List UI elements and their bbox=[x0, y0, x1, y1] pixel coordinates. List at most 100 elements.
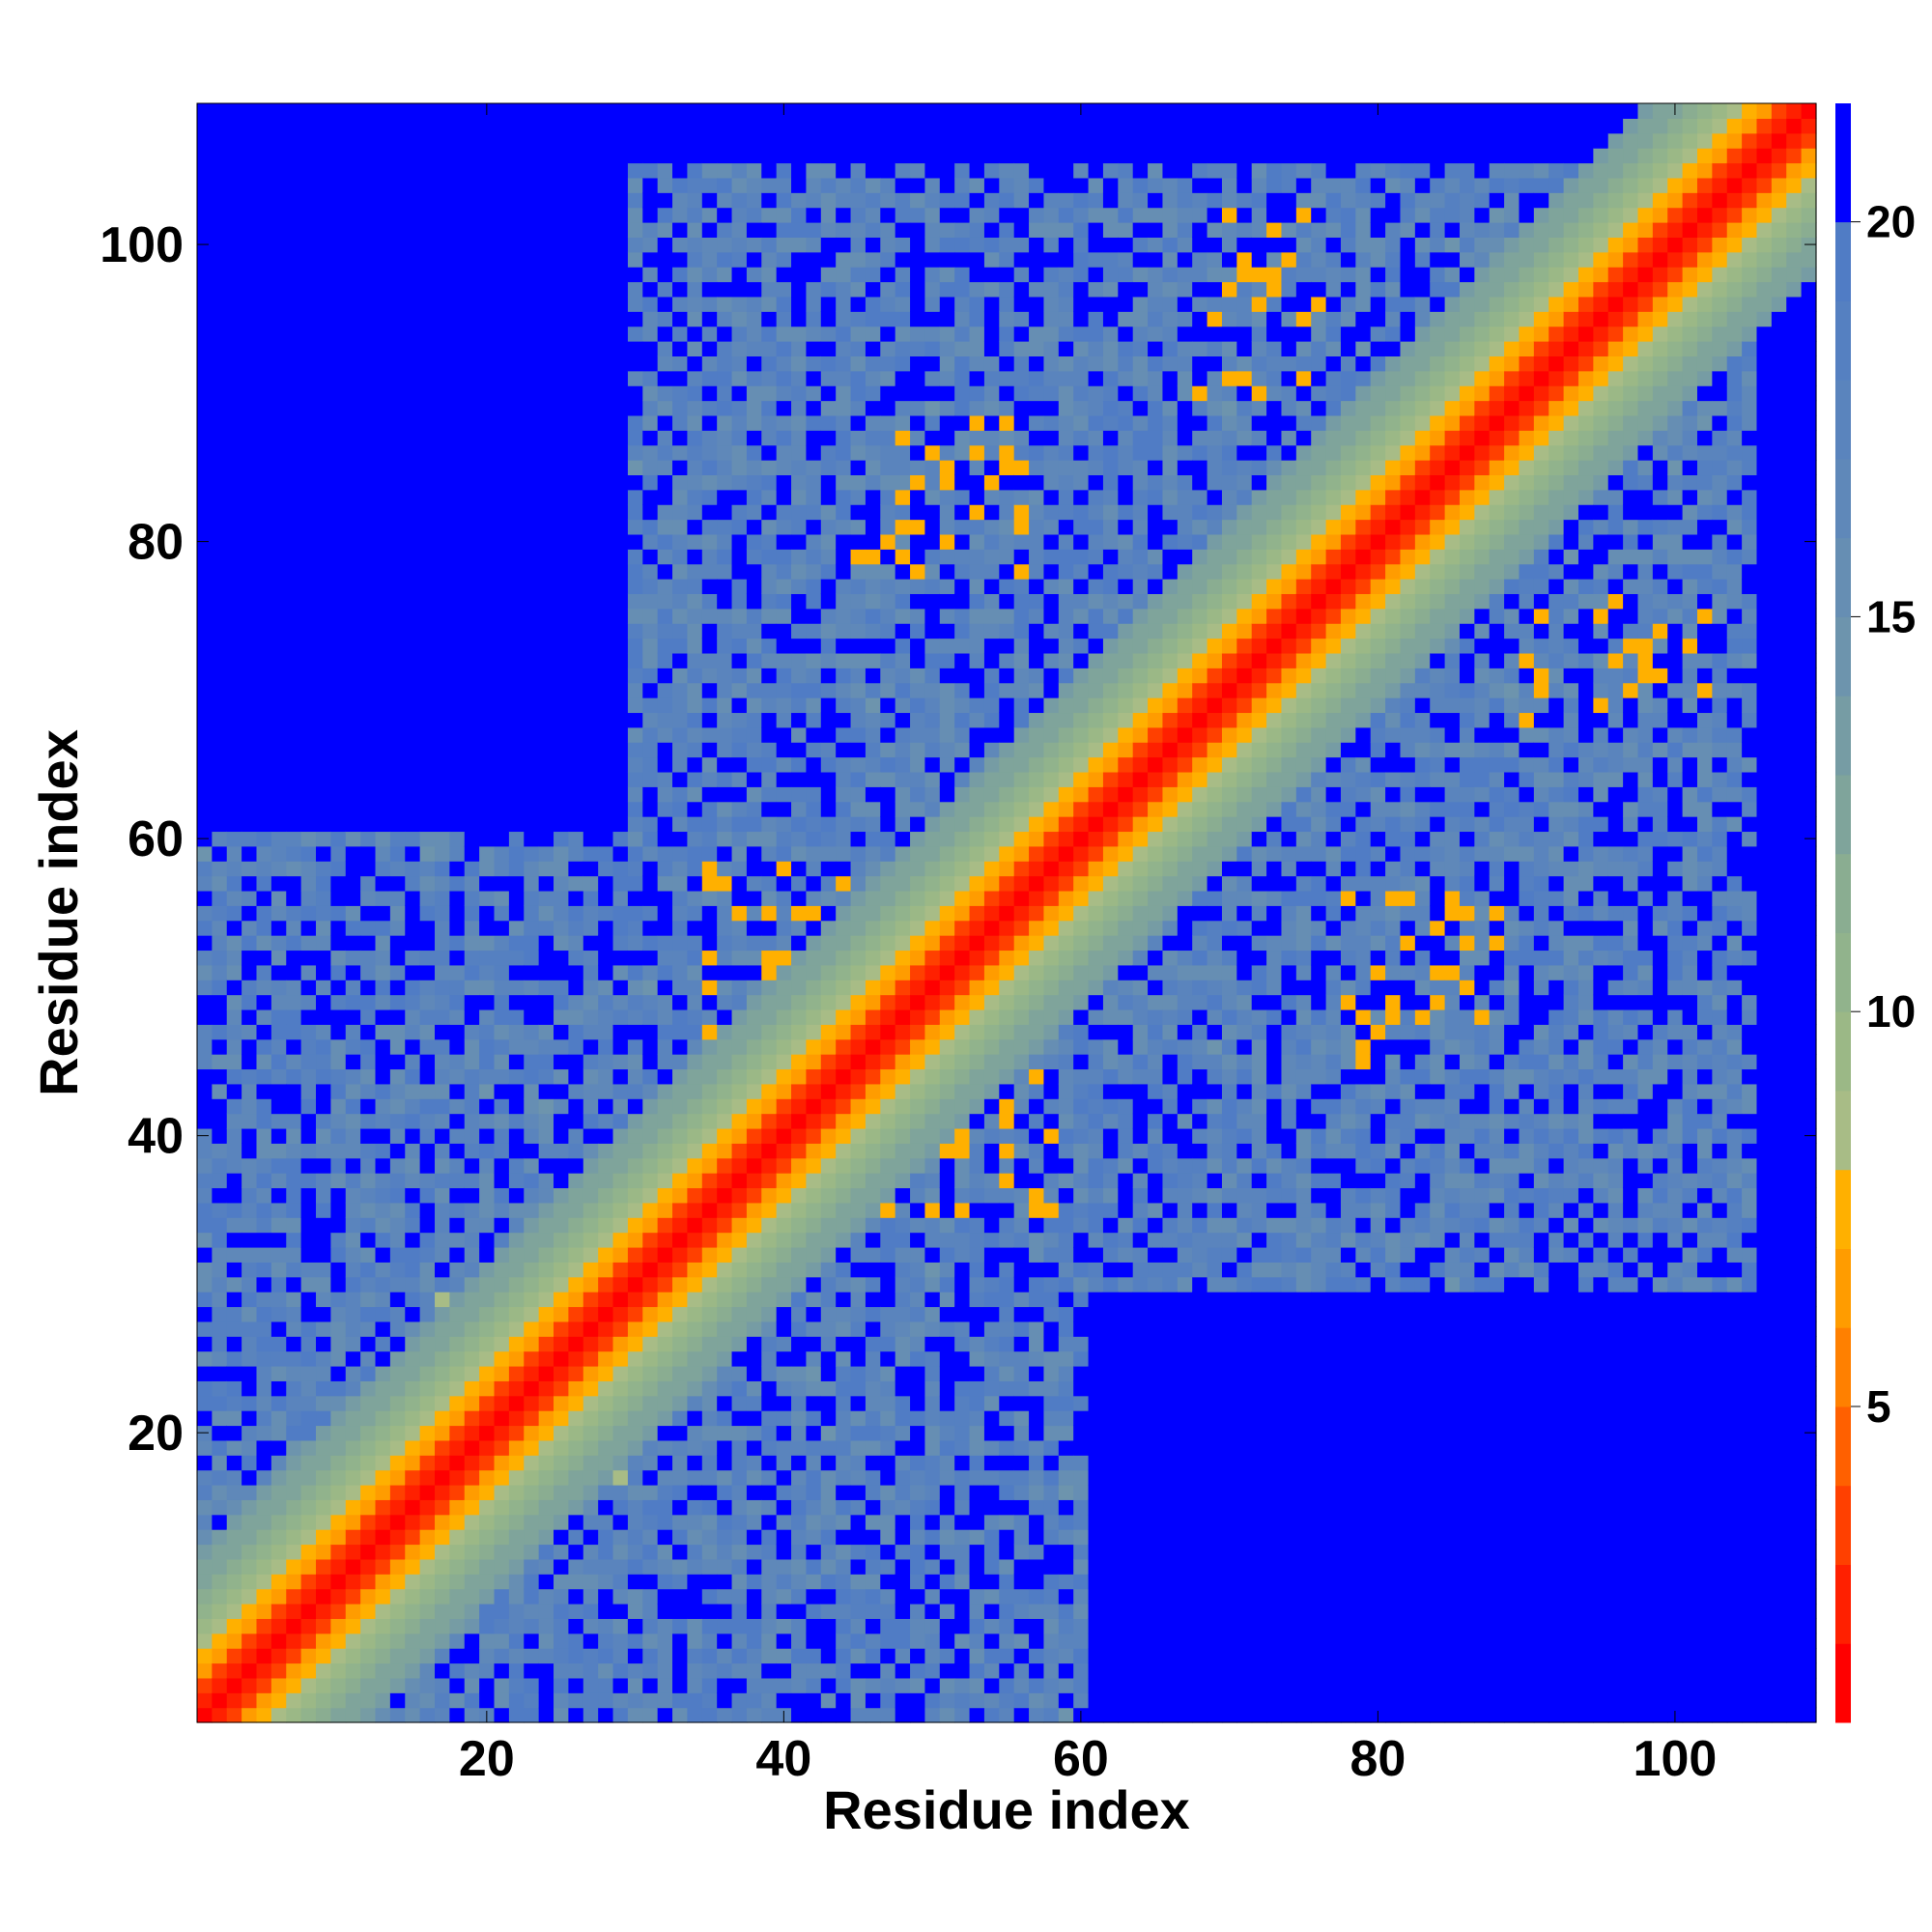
heatmap-cell bbox=[330, 549, 347, 565]
heatmap-cell bbox=[524, 816, 540, 833]
heatmap-cell bbox=[479, 460, 496, 476]
heatmap-cell bbox=[405, 1648, 421, 1664]
heatmap-cell bbox=[375, 1024, 391, 1040]
heatmap-cell bbox=[212, 756, 228, 773]
heatmap-cell bbox=[850, 1365, 867, 1381]
heatmap-cell bbox=[449, 1336, 466, 1352]
heatmap-cell bbox=[627, 712, 643, 728]
heatmap-cell bbox=[405, 1618, 421, 1634]
heatmap-cell bbox=[242, 786, 258, 803]
heatmap-cell bbox=[612, 474, 629, 491]
heatmap-cell bbox=[405, 519, 421, 535]
heatmap-cell bbox=[791, 950, 808, 966]
heatmap-cell bbox=[657, 1469, 673, 1486]
heatmap-cell bbox=[672, 668, 689, 684]
heatmap-cell bbox=[627, 608, 643, 624]
heatmap-cell bbox=[850, 652, 867, 668]
heatmap-cell bbox=[850, 132, 867, 149]
heatmap-cell bbox=[242, 1677, 258, 1693]
heatmap-cell bbox=[761, 533, 778, 550]
heatmap-cell bbox=[508, 533, 525, 550]
heatmap-cell bbox=[256, 579, 272, 595]
heatmap-cell bbox=[612, 697, 629, 714]
heatmap-cell bbox=[494, 326, 510, 342]
heatmap-cell bbox=[197, 148, 213, 164]
heatmap-cell bbox=[464, 400, 480, 416]
heatmap-cell bbox=[375, 118, 391, 134]
heatmap-cell bbox=[850, 400, 867, 416]
heatmap-cell bbox=[657, 786, 673, 803]
heatmap-cell bbox=[687, 1603, 703, 1619]
heatmap-cell bbox=[270, 1009, 287, 1025]
heatmap-cell bbox=[731, 563, 748, 580]
heatmap-cell bbox=[286, 563, 302, 580]
heatmap-cell bbox=[791, 1677, 808, 1693]
heatmap-cell bbox=[865, 504, 881, 521]
heatmap-cell bbox=[582, 638, 599, 654]
heatmap-cell bbox=[197, 980, 213, 996]
heatmap-cell bbox=[316, 1514, 331, 1530]
heatmap-cell bbox=[389, 1157, 406, 1174]
heatmap-cell bbox=[820, 1232, 837, 1248]
heatmap-cell bbox=[226, 1306, 242, 1322]
heatmap-cell bbox=[701, 1202, 718, 1218]
heatmap-cell bbox=[345, 756, 361, 773]
heatmap-cell bbox=[657, 177, 673, 193]
heatmap-cell bbox=[270, 668, 287, 684]
heatmap-cell bbox=[865, 1173, 881, 1189]
heatmap-cell bbox=[524, 1410, 540, 1427]
heatmap-cell bbox=[836, 563, 852, 580]
heatmap-cell bbox=[197, 1038, 213, 1055]
heatmap-cell bbox=[226, 1395, 242, 1411]
heatmap-cell bbox=[286, 682, 302, 698]
heatmap-cell bbox=[538, 771, 554, 787]
heatmap-cell bbox=[538, 118, 554, 134]
heatmap-cell bbox=[212, 267, 228, 283]
heatmap-cell bbox=[731, 1677, 748, 1693]
heatmap-cell bbox=[761, 1558, 778, 1575]
heatmap-cell bbox=[479, 1648, 496, 1664]
heatmap-cell bbox=[627, 1499, 643, 1516]
heatmap-cell bbox=[212, 1127, 228, 1144]
heatmap-cell bbox=[464, 1024, 480, 1040]
heatmap-cell bbox=[806, 355, 822, 372]
heatmap-cell bbox=[865, 593, 881, 610]
heatmap-cell bbox=[850, 801, 867, 817]
heatmap-cell bbox=[731, 1054, 748, 1070]
heatmap-cell bbox=[286, 697, 302, 714]
heatmap-cell bbox=[479, 652, 496, 668]
heatmap-cell bbox=[850, 1127, 867, 1144]
heatmap-cell bbox=[508, 668, 525, 684]
heatmap-cell bbox=[212, 905, 228, 922]
heatmap-cell bbox=[212, 771, 228, 787]
heatmap-cell bbox=[657, 1336, 673, 1352]
heatmap-cell bbox=[449, 638, 466, 654]
heatmap-cell bbox=[419, 742, 436, 758]
heatmap-cell bbox=[524, 370, 540, 386]
heatmap-cell bbox=[746, 1068, 762, 1085]
heatmap-cell bbox=[524, 1202, 540, 1218]
heatmap-cell bbox=[449, 1603, 466, 1619]
heatmap-cell bbox=[419, 861, 436, 877]
heatmap-cell bbox=[672, 845, 689, 862]
heatmap-cell bbox=[286, 1068, 302, 1085]
heatmap-cell bbox=[687, 1187, 703, 1204]
heatmap-cell bbox=[568, 831, 584, 847]
heatmap-cell bbox=[582, 1083, 599, 1099]
heatmap-cell bbox=[627, 444, 643, 461]
heatmap-cell bbox=[806, 786, 822, 803]
heatmap-cell bbox=[806, 563, 822, 580]
heatmap-cell bbox=[776, 638, 792, 654]
heatmap-cell bbox=[598, 251, 614, 268]
heatmap-cell bbox=[360, 1707, 377, 1723]
heatmap-cell bbox=[820, 1276, 837, 1293]
heatmap-cell bbox=[300, 177, 317, 193]
heatmap-cell bbox=[316, 1083, 331, 1099]
heatmap-cell bbox=[360, 222, 377, 238]
heatmap-cell bbox=[776, 326, 792, 342]
heatmap-cell bbox=[598, 504, 614, 521]
heatmap-cell bbox=[464, 430, 480, 446]
heatmap-cell bbox=[270, 608, 287, 624]
heatmap-cell bbox=[479, 1187, 496, 1204]
heatmap-cell bbox=[405, 964, 421, 980]
